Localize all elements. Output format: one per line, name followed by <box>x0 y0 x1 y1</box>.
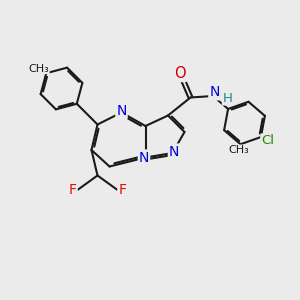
Text: N: N <box>116 104 127 118</box>
Text: N: N <box>169 145 179 158</box>
Text: N: N <box>139 151 149 164</box>
Text: CH₃: CH₃ <box>28 64 49 74</box>
Text: N: N <box>209 85 220 99</box>
Text: Cl: Cl <box>261 134 274 148</box>
Text: F: F <box>69 183 76 196</box>
Text: H: H <box>223 92 232 105</box>
Text: O: O <box>174 66 186 81</box>
Text: CH₃: CH₃ <box>228 145 249 155</box>
Text: F: F <box>118 183 126 196</box>
